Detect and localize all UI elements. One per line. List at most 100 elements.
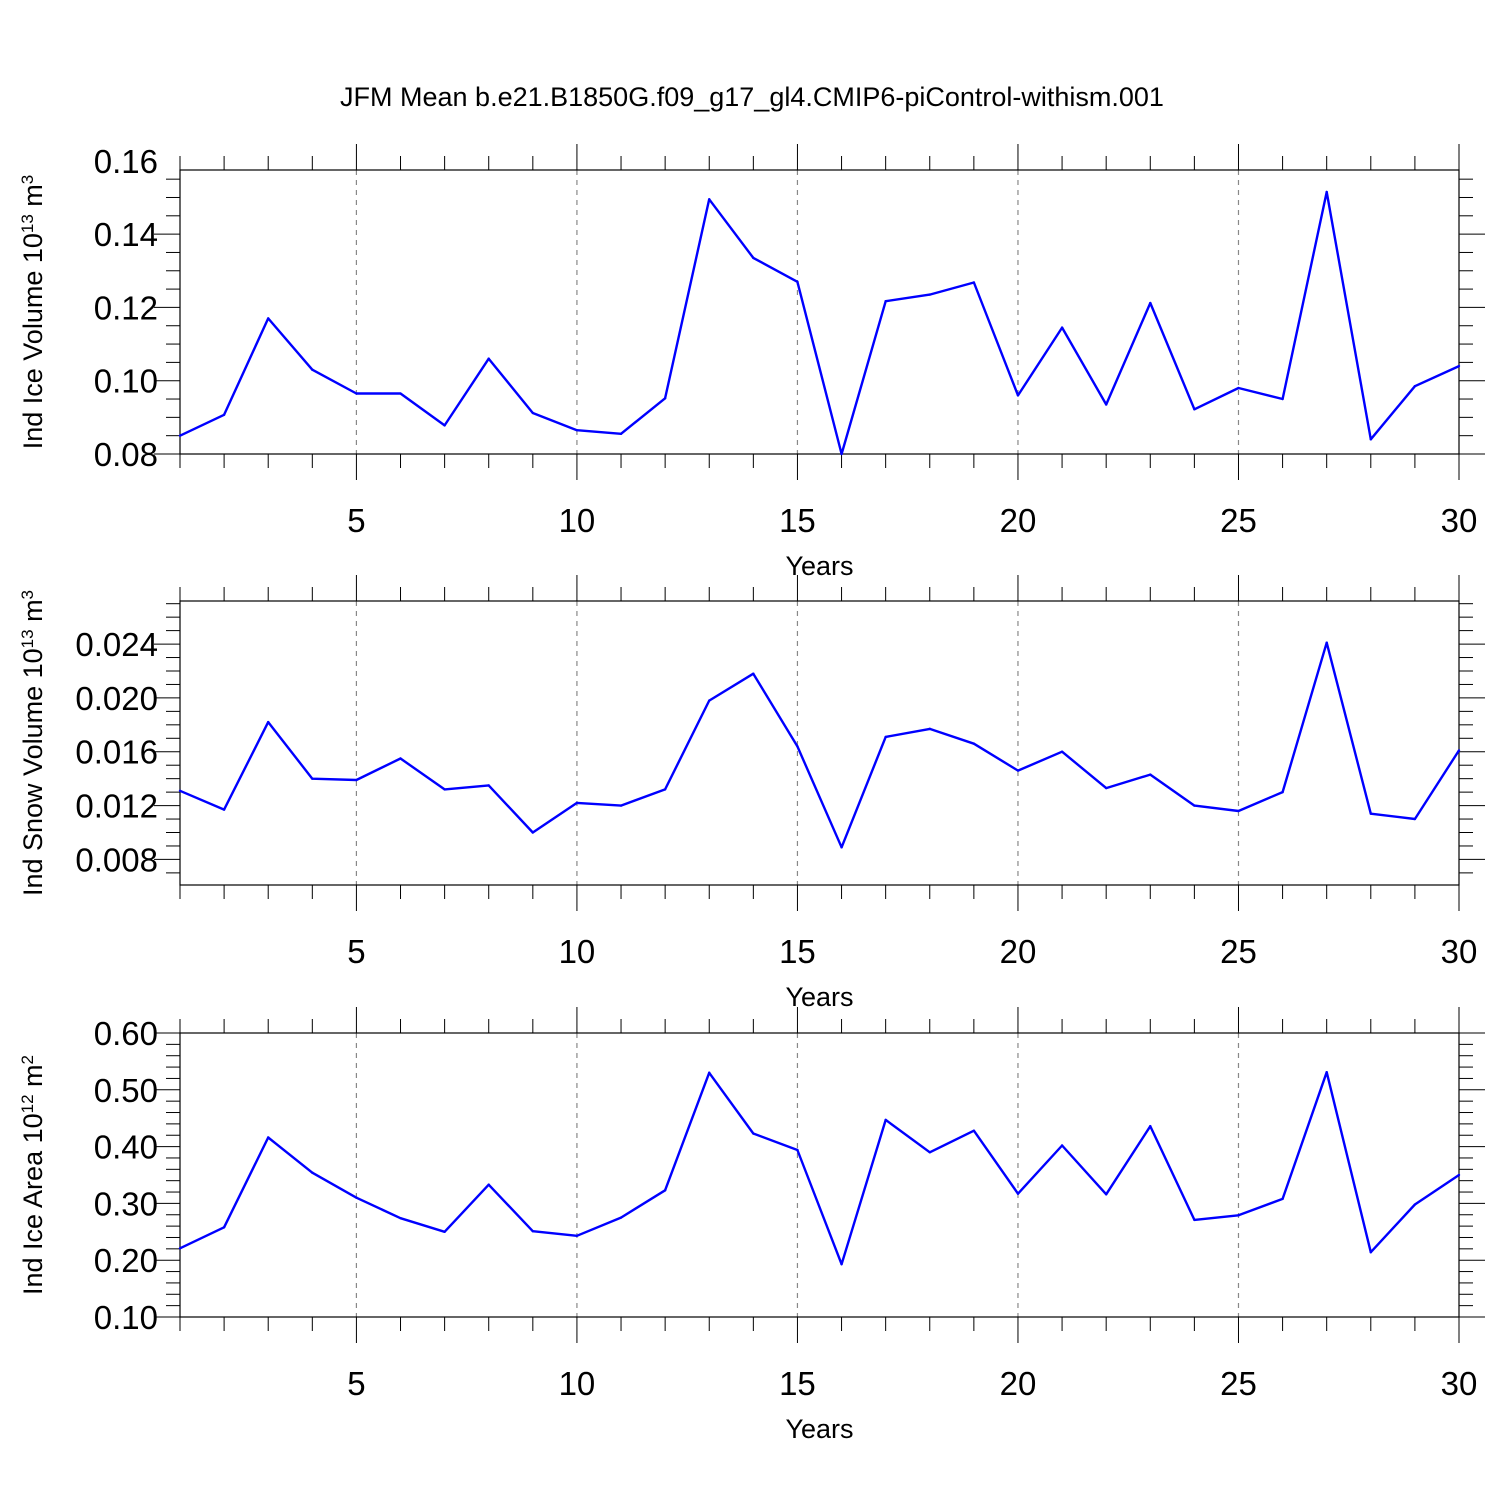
data-point	[267, 317, 270, 320]
data-point	[840, 452, 843, 456]
data-point	[928, 293, 931, 296]
y-axis-label-text: m	[18, 599, 48, 629]
data-point	[311, 1171, 314, 1174]
y-tick-label: 0.008	[75, 841, 158, 878]
data-point	[399, 1216, 402, 1220]
data-point	[178, 1247, 182, 1250]
x-tick-label: 10	[559, 1365, 596, 1402]
data-point	[1325, 641, 1328, 644]
y-axis-label-superscript: 13	[18, 629, 37, 648]
data-point	[928, 727, 931, 731]
x-tick-label: 25	[1220, 502, 1257, 539]
data-point	[487, 1183, 490, 1186]
y-tick-label: 0.10	[94, 1299, 158, 1336]
data-point	[1149, 1124, 1152, 1128]
x-tick-label: 30	[1441, 933, 1478, 970]
data-point	[355, 778, 358, 782]
data-point	[355, 1196, 358, 1199]
data-point	[531, 411, 535, 415]
y-tick-label: 0.20	[94, 1242, 158, 1279]
x-tick-label: 15	[779, 502, 816, 539]
y-tick-label: 0.60	[94, 1015, 158, 1052]
data-point	[619, 1216, 623, 1219]
y-tick-label: 0.012	[75, 788, 158, 825]
data-point	[1325, 190, 1328, 194]
data-point	[1457, 1173, 1461, 1177]
x-tick-label: 25	[1220, 1365, 1257, 1402]
y-axis-label-text: m	[18, 1064, 48, 1094]
data-point	[1104, 1193, 1108, 1196]
y-axis-label-superscript: 2	[18, 1055, 37, 1064]
data-point	[311, 777, 314, 780]
data-point	[1281, 1197, 1284, 1201]
figure-title: JFM Mean b.e21.B1850G.f09_g17_gl4.CMIP6-…	[340, 82, 1164, 112]
plot-frame	[179, 169, 1460, 455]
y-axis-label-superscript: 3	[18, 175, 37, 184]
data-point	[443, 1230, 446, 1234]
y-axis-label: Ind Ice Volume 1013 m3	[18, 175, 48, 450]
data-point	[443, 424, 446, 427]
data-point	[575, 1234, 579, 1237]
y-axis-label-text: Ind Snow Volume 10	[18, 648, 48, 896]
data-point	[1016, 1192, 1020, 1195]
data-point	[222, 1226, 226, 1229]
x-tick-label: 15	[779, 933, 816, 970]
x-tick-label: 15	[779, 1365, 816, 1402]
data-point	[972, 281, 976, 284]
plot-frame	[179, 600, 1460, 886]
x-tick-label: 25	[1220, 933, 1257, 970]
data-point	[267, 1136, 270, 1139]
data-point	[928, 1151, 931, 1154]
y-tick-label: 0.30	[94, 1185, 158, 1222]
chart-panel-2: 0.008 0.012 0.016 0.020 0.024 5 10 15 20 25 30 Year…	[18, 575, 1485, 1012]
data-point	[972, 1129, 976, 1132]
data-point	[1413, 385, 1417, 388]
y-axis-label-superscript: 12	[18, 1094, 37, 1113]
data-point	[222, 808, 226, 811]
x-tick-label: 10	[559, 502, 596, 539]
series-line	[179, 641, 1461, 849]
data-point	[884, 1118, 887, 1122]
data-point	[1237, 1214, 1240, 1217]
data-point	[487, 357, 490, 360]
data-point	[267, 720, 270, 724]
data-point	[1016, 394, 1020, 397]
data-point	[222, 413, 226, 416]
data-point	[1016, 769, 1020, 772]
x-tick-label: 20	[1000, 502, 1037, 539]
data-point	[575, 428, 579, 432]
data-point	[1413, 1203, 1417, 1206]
data-point	[708, 198, 711, 201]
chart-panel-1: 0.08 0.10 0.12 0.14 0.16 5 10 15 20 25 30 Years Ind …	[18, 143, 1485, 581]
data-point	[487, 784, 490, 787]
y-tick-label: 0.020	[75, 680, 158, 717]
data-point	[708, 1071, 711, 1074]
data-point	[1457, 749, 1461, 752]
data-point	[1193, 408, 1196, 411]
data-point	[796, 745, 799, 748]
data-point	[1060, 1144, 1064, 1147]
data-point	[1281, 790, 1284, 794]
data-point	[840, 1262, 843, 1266]
x-tick-label: 5	[347, 502, 365, 539]
data-point	[708, 699, 711, 702]
data-point	[1369, 812, 1372, 815]
data-point	[1369, 438, 1372, 441]
data-point	[399, 757, 402, 760]
series-line	[179, 190, 1460, 456]
y-tick-label: 0.12	[94, 289, 158, 326]
data-point	[1060, 750, 1064, 753]
data-point	[178, 789, 182, 792]
data-point	[1369, 1251, 1372, 1254]
y-tick-label: 0.024	[75, 626, 158, 663]
x-axis-label: Years	[785, 551, 853, 581]
y-tick-label: 0.14	[94, 216, 158, 253]
y-axis-label-superscript: 13	[18, 214, 37, 233]
data-point	[752, 672, 755, 675]
data-point	[663, 788, 667, 791]
y-axis-label: Ind Snow Volume 1013 m3	[18, 590, 48, 896]
data-point	[355, 392, 358, 395]
data-point	[619, 804, 623, 807]
data-point	[840, 846, 843, 849]
